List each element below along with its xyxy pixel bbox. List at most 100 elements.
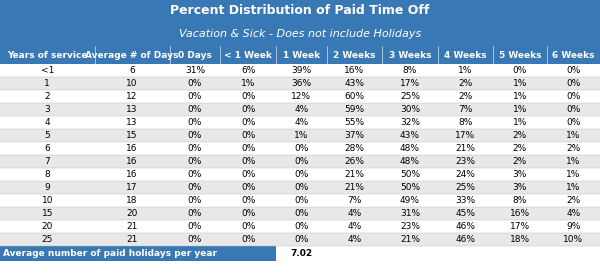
Text: 21: 21 [127, 222, 138, 231]
Bar [547, 116, 600, 129]
Bar [327, 155, 382, 168]
Text: 2%: 2% [458, 92, 472, 101]
Text: 21%: 21% [455, 144, 475, 153]
Text: 0%: 0% [241, 235, 256, 244]
Text: 0%: 0% [294, 196, 308, 205]
Text: 21: 21 [127, 235, 138, 244]
Text: Vacation & Sick - Does not include Holidays: Vacation & Sick - Does not include Holid… [179, 29, 421, 39]
Bar [437, 207, 493, 220]
Text: 0%: 0% [566, 79, 580, 88]
Text: 0%: 0% [241, 118, 256, 127]
Bar [493, 142, 547, 155]
Text: 3%: 3% [512, 183, 527, 192]
Bar [327, 246, 600, 261]
Bar [220, 168, 276, 181]
Text: 2%: 2% [566, 144, 580, 153]
Bar [0, 46, 95, 64]
Bar [95, 233, 170, 246]
Text: 21%: 21% [344, 170, 364, 179]
Text: Average number of paid holidays per year: Average number of paid holidays per year [3, 249, 217, 258]
Text: 25%: 25% [455, 183, 475, 192]
Text: 8%: 8% [403, 66, 417, 75]
Bar [327, 207, 382, 220]
Bar [382, 116, 437, 129]
Bar [0, 261, 600, 278]
Text: 20: 20 [41, 222, 53, 231]
Bar [220, 181, 276, 194]
Text: 28%: 28% [344, 144, 364, 153]
Bar [0, 233, 95, 246]
Bar [276, 103, 327, 116]
Text: 0%: 0% [566, 66, 580, 75]
Text: 46%: 46% [455, 222, 475, 231]
Text: 45%: 45% [455, 209, 475, 218]
Bar [327, 220, 382, 233]
Text: 2%: 2% [512, 144, 527, 153]
Bar [170, 90, 220, 103]
Text: 0%: 0% [241, 105, 256, 114]
Bar [220, 220, 276, 233]
Bar [276, 207, 327, 220]
Text: 0%: 0% [188, 131, 202, 140]
Text: 2 Weeks: 2 Weeks [333, 51, 376, 59]
Text: 6%: 6% [241, 66, 256, 75]
Bar [170, 103, 220, 116]
Bar [437, 103, 493, 116]
Text: 0%: 0% [241, 144, 256, 153]
Bar [382, 233, 437, 246]
Bar [547, 155, 600, 168]
Text: 10: 10 [127, 79, 138, 88]
Text: 4%: 4% [294, 105, 308, 114]
Bar [220, 233, 276, 246]
Bar [493, 116, 547, 129]
Bar [95, 207, 170, 220]
Text: 0%: 0% [566, 92, 580, 101]
Text: 21%: 21% [344, 183, 364, 192]
Bar [327, 64, 382, 77]
Text: Years of service: Years of service [7, 51, 88, 59]
Bar [382, 103, 437, 116]
Bar [95, 46, 170, 64]
Bar [170, 155, 220, 168]
Bar [95, 129, 170, 142]
Bar [493, 168, 547, 181]
Text: 4%: 4% [294, 118, 308, 127]
Text: 8%: 8% [458, 118, 473, 127]
Text: 48%: 48% [400, 144, 420, 153]
Text: 20: 20 [127, 209, 138, 218]
Text: 12: 12 [127, 92, 138, 101]
Text: 4: 4 [44, 118, 50, 127]
Bar [170, 64, 220, 77]
Bar [276, 116, 327, 129]
Text: 10%: 10% [563, 235, 583, 244]
Text: 5 Weeks: 5 Weeks [499, 51, 541, 59]
Bar [437, 194, 493, 207]
Text: 0%: 0% [294, 222, 308, 231]
Bar [220, 116, 276, 129]
Text: 17%: 17% [400, 79, 420, 88]
Bar [327, 90, 382, 103]
Bar [493, 181, 547, 194]
Text: 0%: 0% [294, 183, 308, 192]
Text: 0%: 0% [188, 183, 202, 192]
Text: 0%: 0% [294, 209, 308, 218]
Bar [95, 194, 170, 207]
Bar [493, 90, 547, 103]
Bar [170, 233, 220, 246]
Bar [170, 220, 220, 233]
Bar [327, 181, 382, 194]
Text: 4%: 4% [347, 222, 362, 231]
Bar [276, 194, 327, 207]
Bar [0, 64, 95, 77]
Text: 25: 25 [41, 235, 53, 244]
Text: 1%: 1% [512, 118, 527, 127]
Text: 1%: 1% [458, 66, 473, 75]
Bar [547, 129, 600, 142]
Bar [437, 181, 493, 194]
Text: 46%: 46% [455, 235, 475, 244]
Bar [382, 207, 437, 220]
Bar [437, 77, 493, 90]
Bar [220, 142, 276, 155]
Text: 6: 6 [129, 66, 135, 75]
Bar [547, 220, 600, 233]
